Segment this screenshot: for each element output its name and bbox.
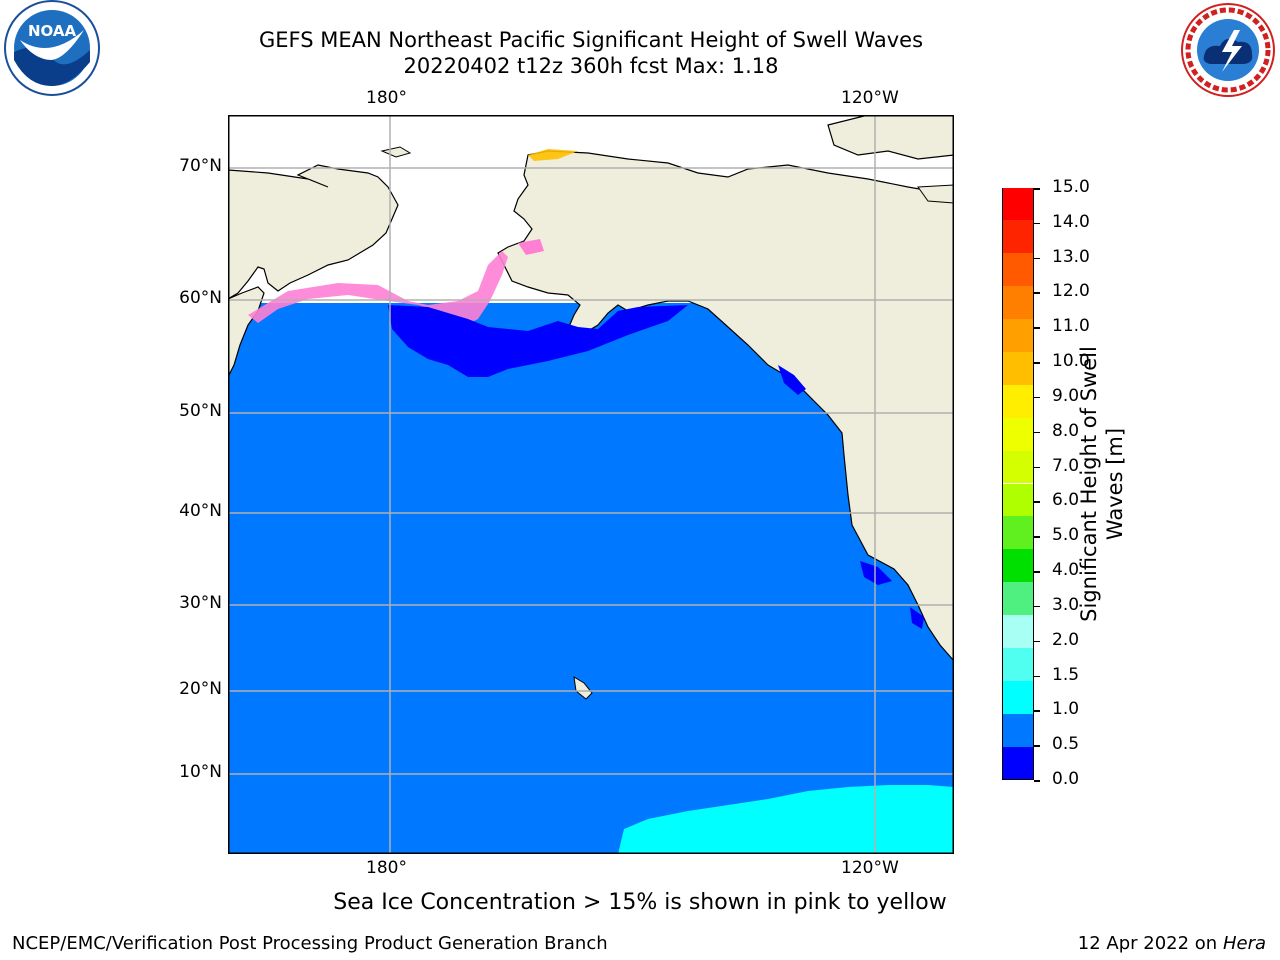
- lat-label-50n: 50°N: [179, 401, 222, 421]
- colorbar-segment: [1003, 253, 1033, 287]
- colorbar: [1002, 187, 1034, 780]
- land-siberia: [228, 164, 399, 300]
- colorbar-tick-label: 4.0: [1052, 560, 1080, 581]
- colorbar-tick-label: 15.0: [1052, 177, 1090, 197]
- colorbar-segment: [1003, 286, 1033, 320]
- colorbar-tick-mark: [1034, 710, 1040, 712]
- colorbar-tick-mark: [1034, 605, 1040, 608]
- sea-ice-norton-sound: [518, 239, 544, 255]
- colorbar-tick-label: 2.0: [1052, 629, 1080, 650]
- colorbar-segment: [1003, 187, 1033, 221]
- lon-label-bottom-120w: 120°W: [841, 858, 899, 878]
- colorbar-segment: [1003, 582, 1033, 616]
- land-arctic-islands: [827, 115, 954, 160]
- colorbar-tick-label: 6.0: [1052, 490, 1080, 511]
- sea-ice-chukchi: [528, 149, 578, 161]
- colorbar-tick-label: 12.0: [1052, 281, 1090, 302]
- lon-label-top-180: 180°: [366, 88, 407, 108]
- footer-date: 12 Apr 2022 on Hera: [1078, 933, 1266, 954]
- colorbar-tick-mark: [1034, 745, 1040, 747]
- colorbar-tick-mark: [1034, 362, 1040, 364]
- low-swell-california: [860, 561, 892, 585]
- colorbar-tick-label: 8.0: [1052, 420, 1080, 441]
- colorbar-tick-mark: [1034, 396, 1040, 399]
- colorbar-tick-mark: [1034, 571, 1040, 573]
- plot-title-line2: 20220402 t12z 360h fcst Max: 1.18: [403, 54, 779, 78]
- colorbar-segment: [1003, 680, 1033, 714]
- lat-label-10n: 10°N: [179, 762, 222, 782]
- colorbar-tick-mark: [1034, 536, 1040, 538]
- colorbar-tick-mark: [1034, 327, 1040, 329]
- colorbar-segment: [1003, 746, 1033, 780]
- colorbar-segment: [1003, 516, 1033, 550]
- colorbar-tick-mark: [1034, 188, 1040, 190]
- colorbar-tick-mark: [1034, 257, 1040, 260]
- map-frame: [228, 115, 954, 854]
- land-victoria-island: [917, 184, 954, 204]
- colorbar-tick-label: 1.5: [1052, 664, 1080, 685]
- colorbar-segment: [1003, 319, 1033, 352]
- sea-ice-bering: [248, 251, 508, 329]
- footer-date-text: 12 Apr 2022 on: [1077, 933, 1223, 954]
- colorbar-tick-label: 5.0: [1052, 525, 1080, 546]
- colorbar-segment: [1003, 220, 1033, 254]
- colorbar-tick-mark: [1034, 780, 1040, 782]
- high-swell-tropics: [618, 785, 954, 854]
- footer-machine-name: Hera: [1222, 933, 1266, 954]
- swell-height-map: [228, 115, 954, 854]
- lat-label-20n: 20°N: [179, 679, 222, 699]
- noaa-logo: NOAA: [0, 0, 106, 96]
- colorbar-segment: [1003, 351, 1033, 385]
- colorbar-tick-label: 9.0: [1052, 385, 1080, 406]
- colorbar-tick-mark: [1034, 675, 1040, 678]
- lon-label-bottom-180: 180°: [366, 858, 407, 878]
- colorbar-segment: [1003, 417, 1033, 451]
- land-hawaii: [573, 676, 593, 700]
- lat-label-40n: 40°N: [179, 501, 222, 521]
- land-wrangel-island: [380, 146, 412, 158]
- lat-label-30n: 30°N: [179, 593, 222, 613]
- colorbar-tick-label: 10.0: [1052, 351, 1090, 372]
- colorbar-tick-label: 3.0: [1052, 594, 1080, 615]
- colorbar-tick-label: 13.0: [1052, 246, 1090, 267]
- colorbar-segment: [1003, 647, 1033, 681]
- colorbar-label: Significant Height of Swell Waves [m]: [1077, 346, 1127, 622]
- colorbar-tick-mark: [1034, 466, 1040, 469]
- colorbar-tick-label: 14.0: [1052, 211, 1090, 232]
- lat-label-70n: 70°N: [179, 156, 222, 176]
- colorbar-tick-label: 0.5: [1052, 734, 1080, 755]
- colorbar-segment: [1003, 713, 1033, 747]
- lon-label-top-120w: 120°W: [841, 88, 899, 108]
- noaa-logo-text: NOAA: [28, 22, 77, 40]
- colorbar-tick-mark: [1034, 640, 1040, 643]
- low-swell-bc-coast: [778, 365, 806, 395]
- sea-ice-caption: Sea Ice Concentration > 15% is shown in …: [333, 890, 947, 915]
- plot-title-line1: GEFS MEAN Northeast Pacific Significant …: [258, 28, 924, 52]
- colorbar-tick-label: 1.0: [1052, 699, 1080, 720]
- lat-label-60n: 60°N: [179, 288, 222, 308]
- colorbar-tick-mark: [1034, 501, 1040, 503]
- low-swell-baja: [910, 607, 924, 629]
- footer-credit: NCEP/EMC/Verification Post Processing Pr…: [12, 933, 608, 954]
- graticule: [228, 115, 954, 854]
- colorbar-segment: [1003, 483, 1033, 517]
- nws-logo: [1176, 0, 1280, 97]
- colorbar-segment: [1003, 384, 1033, 418]
- colorbar-segment: [1003, 450, 1033, 484]
- colorbar-tick-mark: [1034, 292, 1040, 294]
- colorbar-tick-mark: [1034, 431, 1040, 434]
- colorbar-tick-label: 7.0: [1052, 455, 1080, 476]
- colorbar-tick-label: 11.0: [1052, 316, 1090, 337]
- colorbar-tick-label: 0.0: [1052, 769, 1080, 789]
- colorbar-segment: [1003, 615, 1033, 648]
- colorbar-segment: [1003, 549, 1033, 583]
- low-swell-gulf-of-alaska: [388, 305, 688, 377]
- colorbar-tick-mark: [1034, 222, 1040, 225]
